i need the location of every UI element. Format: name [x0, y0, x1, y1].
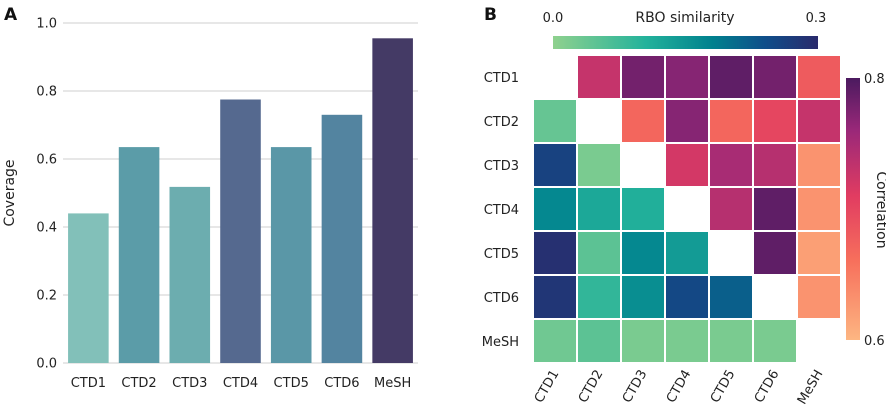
heatmap-row-label: MeSH	[482, 335, 519, 350]
heatmap-cell-rbo	[664, 318, 710, 364]
heatmap-cell-rbo	[532, 274, 578, 320]
bar-x-tick-labels: CTD1 CTD2 CTD3 CTD4 CTD5 CTD6 MeSH	[71, 376, 412, 391]
heatmap-cell-correlation	[796, 98, 842, 144]
heatmap-col-label: CTD5	[708, 368, 739, 406]
heatmap-cell-rbo	[664, 274, 710, 320]
heatmap-cell-rbo	[708, 318, 754, 364]
heatmap-col-label: CTD3	[620, 368, 651, 406]
heatmap-col-label: CTD4	[664, 368, 695, 406]
heatmap-cell-correlation	[576, 54, 622, 100]
correlation-colorbar-min-label: 0.6	[864, 334, 885, 349]
bar-x-tick-label: MeSH	[374, 376, 411, 391]
rbo-colorbar-max-label: 0.3	[806, 11, 827, 26]
heatmap-row-labels: CTD1 CTD2 CTD3 CTD4 CTD5 CTD6 MeSH	[482, 71, 519, 350]
heatmap-cell-correlation	[752, 54, 798, 100]
heatmap-cell-rbo	[532, 142, 578, 188]
heatmap-cell-rbo	[532, 186, 578, 232]
panel-b-label: B	[484, 5, 497, 25]
heatmap-cell-correlation	[664, 54, 710, 100]
heatmap-row-label: CTD2	[484, 115, 519, 130]
heatmap-cell-correlation	[796, 230, 842, 276]
correlation-colorbar-title: Correlation	[873, 171, 886, 248]
heatmap-cell-correlation	[708, 142, 754, 188]
heatmap-cell-correlation	[796, 142, 842, 188]
heatmap-cell-rbo	[752, 318, 798, 364]
heatmap-cell-rbo	[576, 318, 622, 364]
heatmap-cell-correlation	[708, 186, 754, 232]
heatmap-cell-correlation	[752, 230, 798, 276]
bar-ctd4	[220, 99, 261, 363]
bar-x-tick-label: CTD5	[274, 376, 309, 391]
bar-y-tick-label: 0.4	[36, 221, 57, 236]
heatmap-cell-correlation	[664, 98, 710, 144]
bar-y-tick-label: 0.0	[36, 357, 57, 372]
bar-y-tick-label: 1.0	[36, 17, 57, 32]
heatmap-cells	[532, 54, 842, 364]
heatmap-cell-rbo	[576, 230, 622, 276]
heatmap-cell-rbo	[532, 230, 578, 276]
heatmap-cell-correlation	[752, 142, 798, 188]
bar-y-tick-labels: 0.0 0.2 0.4 0.6 0.8 1.0	[36, 17, 57, 372]
heatmap-col-label: CTD6	[752, 368, 783, 406]
heatmap-cell-correlation	[708, 98, 754, 144]
heatmap-cell-rbo	[620, 274, 666, 320]
bar-ctd5	[270, 147, 312, 363]
bar-ctd6	[321, 114, 363, 363]
heatmap-cell-rbo	[532, 318, 578, 364]
heatmap-cell-rbo	[708, 274, 754, 320]
heatmap-cell-correlation	[620, 54, 666, 100]
heatmap-col-label: CTD1	[532, 368, 563, 406]
heatmap-cell-rbo	[620, 186, 666, 232]
heatmap-cell-correlation	[752, 98, 798, 144]
heatmap-row-label: CTD6	[484, 291, 519, 306]
rbo-colorbar-title: RBO similarity	[635, 10, 734, 26]
correlation-colorbar-max-label: 0.8	[864, 72, 885, 87]
heatmap-row-label: CTD1	[484, 71, 519, 86]
heatmap-cell-rbo	[664, 230, 710, 276]
heatmap-cell-correlation	[796, 274, 842, 320]
bar-x-tick-label: CTD6	[324, 376, 359, 391]
bar-series	[68, 38, 413, 364]
heatmap-col-label: CTD2	[576, 368, 607, 406]
heatmap-cell-rbo	[576, 274, 622, 320]
heatmap-cell-correlation	[796, 186, 842, 232]
heatmap-cell-correlation	[708, 54, 754, 100]
heatmap-col-labels: CTD1 CTD2 CTD3 CTD4 CTD5 CTD6 MeSH	[532, 368, 827, 408]
rbo-colorbar	[553, 36, 818, 49]
bar-mesh	[372, 38, 413, 364]
correlation-colorbar	[846, 78, 860, 340]
heatmap-cell-correlation	[664, 142, 710, 188]
bar-ctd2	[118, 147, 160, 363]
heatmap-cell-correlation	[796, 54, 842, 100]
rbo-colorbar-min-label: 0.0	[543, 11, 564, 26]
heatmap-cell-rbo	[620, 230, 666, 276]
heatmap-cell-rbo	[576, 186, 622, 232]
bar-x-tick-label: CTD4	[223, 376, 258, 391]
bar-y-tick-label: 0.2	[36, 289, 57, 304]
bar-x-tick-label: CTD1	[71, 376, 106, 391]
heatmap-cell-rbo	[576, 142, 622, 188]
bar-ctd1	[68, 213, 109, 363]
heatmap-cell-rbo	[620, 318, 666, 364]
heatmap-row-label: CTD4	[484, 203, 519, 218]
heatmap-row-label: CTD5	[484, 247, 519, 262]
bar-x-tick-label: CTD2	[121, 376, 156, 391]
heatmap-cell-correlation	[752, 186, 798, 232]
bar-y-tick-label: 0.6	[36, 153, 57, 168]
heatmap-col-label: MeSH	[795, 368, 827, 408]
heatmap-cell-correlation	[620, 98, 666, 144]
bar-y-axis-label: Coverage	[2, 159, 18, 226]
bar-ctd3	[169, 186, 211, 363]
panel-a-label: A	[4, 5, 18, 25]
bar-y-tick-label: 0.8	[36, 85, 57, 100]
bar-x-tick-label: CTD3	[172, 376, 207, 391]
heatmap-cell-rbo	[532, 98, 578, 144]
heatmap-row-label: CTD3	[484, 159, 519, 174]
